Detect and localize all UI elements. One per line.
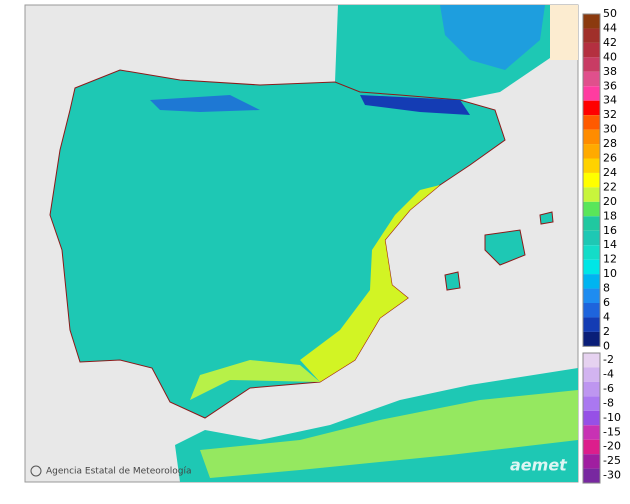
- legend-swatch: [583, 100, 600, 116]
- legend-swatch: [583, 381, 600, 397]
- legend-swatch: [583, 274, 600, 289]
- legend-label: 10: [603, 267, 617, 280]
- legend-label: -25: [603, 454, 621, 467]
- legend-label: 50: [603, 7, 617, 20]
- legend-swatch: [583, 28, 600, 43]
- legend-label: -6: [603, 382, 614, 395]
- legend-label: 40: [603, 50, 617, 63]
- legend-label: 38: [603, 65, 617, 78]
- cantabrian: [150, 95, 260, 112]
- legend-label: 32: [603, 108, 617, 121]
- legend-swatch: [583, 259, 600, 275]
- legend-label: 24: [603, 166, 617, 179]
- legend-swatch: [583, 86, 600, 101]
- legend-frame: [582, 352, 601, 484]
- credit-icon: [30, 465, 42, 477]
- legend-label: -8: [603, 396, 614, 409]
- legend-label: 36: [603, 79, 617, 92]
- legend-swatch: [583, 454, 600, 469]
- menorca: [539, 211, 554, 225]
- legend-label: 28: [603, 137, 617, 150]
- legend-swatch: [583, 144, 600, 159]
- legend-label: 2: [603, 325, 610, 338]
- legend-label: -20: [603, 440, 621, 453]
- legend-swatch: [583, 317, 600, 332]
- credit: Agencia Estatal de Meteorología: [46, 467, 192, 477]
- legend-label: 44: [603, 21, 617, 34]
- legend-swatch: [583, 230, 600, 246]
- alps: [440, 5, 545, 70]
- legend-label: -2: [603, 353, 614, 366]
- legend-label: -15: [603, 425, 621, 438]
- legend-swatch: [583, 396, 600, 411]
- map: Agencia Estatal de Meteorología aemet: [24, 4, 579, 483]
- legend-swatch: [583, 42, 600, 58]
- legend-swatch: [583, 410, 600, 426]
- legend-label: 4: [603, 310, 610, 323]
- legend-label: 14: [603, 238, 617, 251]
- land-beige: [550, 5, 578, 60]
- legend-swatch: [583, 57, 600, 72]
- coast-south: [190, 360, 320, 400]
- logo: aemet: [510, 456, 568, 475]
- legend-label: -30: [603, 469, 621, 482]
- legend: 5044424038363432302826242220181614121086…: [582, 7, 621, 484]
- legend-swatch: [583, 201, 600, 217]
- legend-label: -4: [603, 367, 614, 380]
- legend-swatch: [583, 425, 600, 440]
- legend-swatch: [583, 129, 600, 145]
- legend-swatch: [583, 367, 600, 382]
- legend-label: 0: [603, 339, 610, 352]
- legend-label: 26: [603, 152, 617, 165]
- legend-label: 8: [603, 282, 610, 295]
- legend-frame: [582, 13, 601, 347]
- legend-label: 42: [603, 36, 617, 49]
- legend-swatch: [583, 216, 600, 231]
- legend-label: 6: [603, 296, 610, 309]
- legend-label: 18: [603, 209, 617, 222]
- legend-swatch: [583, 172, 600, 188]
- legend-swatch: [583, 468, 600, 484]
- legend-label: 12: [603, 253, 617, 266]
- legend-swatch: [583, 303, 600, 318]
- legend-label: -10: [603, 411, 621, 424]
- legend-label: 30: [603, 123, 617, 136]
- legend-swatch: [583, 439, 600, 455]
- legend-swatch: [583, 115, 600, 130]
- coast-warm: [300, 185, 440, 382]
- africa-warm: [200, 390, 578, 478]
- legend-swatch: [583, 71, 600, 87]
- legend-swatch: [583, 158, 600, 173]
- mallorca: [484, 229, 526, 266]
- legend-swatch: [583, 331, 600, 347]
- legend-label: 34: [603, 94, 617, 107]
- legend-swatch: [583, 245, 600, 260]
- legend-label: 22: [603, 180, 617, 193]
- pyrenees: [360, 95, 470, 115]
- legend-swatch: [583, 187, 600, 202]
- legend-label: 16: [603, 224, 617, 237]
- legend-label: 20: [603, 195, 617, 208]
- legend-swatch: [583, 353, 600, 368]
- legend-swatch: [583, 14, 600, 29]
- legend-swatch: [583, 288, 600, 303]
- ibiza: [444, 271, 461, 291]
